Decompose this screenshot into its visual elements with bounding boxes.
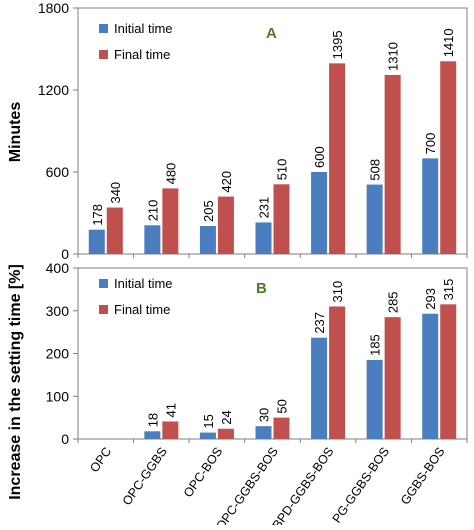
panel-a-bar-initial [144,225,161,254]
panel-b-y-tick-label: 300 [46,303,70,319]
y-axis-title-minutes: Minutes [7,102,24,163]
panel-b-legend-swatch-final [99,305,108,314]
panel-a-data-label-initial: 231 [257,197,272,219]
panel-a-data-label-final: 1395 [330,30,345,59]
panel-b-data-label-final: 315 [441,279,456,301]
panel-b-y-tick-label: 100 [46,388,70,404]
panel-b-data-label-final: 310 [330,281,345,303]
panel-a-y-tick-label: 0 [61,246,69,262]
panel-a-bar-initial [366,184,383,254]
panel-a-bar-final [217,196,234,254]
panel-b-legend-swatch-initial [99,279,108,288]
panel-a-data-label-final: 340 [108,182,123,204]
panel-b-bar-final [329,306,346,439]
panel-b-data-label-initial: 30 [257,408,272,422]
panel-b-bar-initial [311,337,328,439]
panel-a-legend-swatch-initial [99,24,108,33]
panel-b-data-label-initial: 185 [368,334,383,356]
panel-b-y-tick-label: 200 [46,346,70,362]
x-category-label: GGBS-BOS [398,445,448,508]
panel-b-bar-initial [255,426,272,439]
panel-a-y-tick-label: 600 [46,164,70,180]
panel-b-panel-letter: B [256,280,267,297]
panel-b-bar-initial [199,432,216,439]
panel-a-y-tick-label: 1800 [38,0,69,16]
panel-b-bar-final [217,428,234,439]
panel-a-legend-label-final: Final time [114,47,170,62]
panel-a-y-tick-label: 1200 [38,82,69,98]
panel-b-data-label-initial: 293 [423,288,438,310]
panel-b-bar-final [384,317,401,439]
panel-a-bar-final [162,188,179,254]
panel-b-bar-final [273,417,290,439]
panel-b-bar-initial [144,431,161,439]
panel-a-legend-swatch-final [99,50,108,59]
panel-a-data-label-initial: 700 [423,133,438,155]
x-category-label: OPC-GGBS-BOS [213,445,281,525]
panel-b-data-label-initial: 15 [201,414,216,428]
panel-a-data-label-final: 1410 [441,28,456,57]
panel-a-bar-final [440,61,457,254]
panel-a-data-label-initial: 205 [201,200,216,222]
panel-a-data-label-final: 1310 [386,42,401,71]
panel-b-y-tick-label: 0 [61,431,69,447]
panel-b-bar-final [440,304,457,439]
panel-a-bar-initial [255,222,272,254]
y-axis-title-increase: Increase in the setting time [%] [7,264,24,500]
panel-a-bar-initial [199,225,216,254]
panel-b-data-label-final: 24 [219,410,234,424]
x-category-label: OPC [87,445,114,475]
panel-a-data-label-initial: 178 [90,204,105,226]
panel-b-data-label-final: 41 [163,403,178,417]
x-category-label: OPC-GGBS [120,445,170,508]
panel-a-data-label-initial: 210 [145,200,160,222]
x-category-label: BPD-GGBS-BOS [270,445,337,525]
panel-a-bar-final [384,74,401,254]
panel-b-plot-frame [77,267,468,440]
panel-a-bar-initial [88,229,105,254]
panel-a-bar-final [273,184,290,254]
panel-a-data-label-final: 420 [219,171,234,193]
panel-b-bar-initial [366,359,383,439]
panel-b-data-label-initial: 237 [312,312,327,334]
panel-a-bar-final [329,63,346,254]
panel-a-bar-initial [311,172,328,254]
panel-a-plot-frame [77,7,468,255]
panel-a-bar-final [106,207,123,254]
panel-a-bar-initial [422,158,439,254]
panel-b-y-tick-label: 400 [46,260,70,276]
panel-b-bar-initial [422,313,439,439]
x-category-label: PG-GGBS-BOS [330,445,392,525]
panel-a-data-label-initial: 600 [312,146,327,168]
panel-b-bar-final [162,421,179,439]
panel-a-data-label-initial: 508 [368,159,383,181]
panel-a-panel-letter: A [266,25,277,42]
panel-b-data-label-final: 50 [275,399,290,413]
panel-a-legend-label-initial: Initial time [114,21,173,36]
panel-b-data-label-final: 285 [386,291,401,313]
panel-b-data-label-initial: 18 [145,413,160,427]
x-category-label: OPC-BOS [181,445,226,500]
panel-a-data-label-final: 510 [275,159,290,181]
panel-b-legend-label-initial: Initial time [114,276,173,291]
panel-a-data-label-final: 480 [163,163,178,185]
panel-b-legend-label-final: Final time [114,302,170,317]
